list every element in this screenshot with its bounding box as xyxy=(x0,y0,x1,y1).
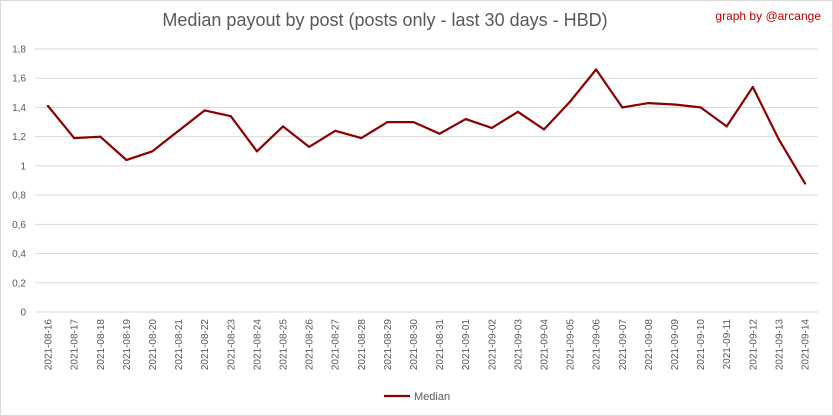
y-tick-label: 0,8 xyxy=(12,191,26,202)
data-point xyxy=(751,85,754,89)
x-tick-label: 2021-08-18 xyxy=(96,319,107,371)
x-tick-label: 2021-08-19 xyxy=(122,319,133,371)
data-point xyxy=(281,125,285,128)
x-tick-label: 2021-09-09 xyxy=(670,319,681,371)
y-tick-label: 1 xyxy=(20,161,26,172)
x-tick-label: 2021-08-31 xyxy=(435,319,446,371)
x-tick-label: 2021-09-02 xyxy=(487,319,498,371)
grid-lines xyxy=(35,48,818,313)
x-tick-label: 2021-09-14 xyxy=(800,319,811,371)
data-point xyxy=(542,128,546,131)
x-tick-label: 2021-08-16 xyxy=(44,319,55,371)
x-tick-label: 2021-09-10 xyxy=(696,319,707,371)
data-point xyxy=(621,106,624,109)
data-point xyxy=(412,120,415,124)
data-point xyxy=(203,109,206,112)
x-tick-label: 2021-09-06 xyxy=(592,319,603,371)
y-tick-label: 0,6 xyxy=(12,220,26,231)
data-point xyxy=(777,138,780,141)
x-tick-label: 2021-08-26 xyxy=(305,319,316,371)
x-tick-label: 2021-09-13 xyxy=(774,319,785,371)
data-point xyxy=(360,137,363,140)
x-tick-label: 2021-09-08 xyxy=(644,319,655,371)
x-tick-label: 2021-08-17 xyxy=(70,319,81,371)
y-tick-label: 1,4 xyxy=(12,103,26,114)
series-lines xyxy=(46,68,807,185)
data-point xyxy=(490,126,493,129)
x-tick-label: 2021-08-25 xyxy=(278,319,289,371)
x-tick-label: 2021-09-11 xyxy=(722,319,733,370)
x-tick-label: 2021-09-04 xyxy=(539,319,550,371)
x-tick-label: 2021-08-21 xyxy=(174,319,185,371)
data-point xyxy=(595,68,598,71)
x-tick-label: 2021-08-22 xyxy=(200,319,211,371)
data-point xyxy=(725,125,728,128)
data-point xyxy=(438,132,441,135)
x-tick-label: 2021-09-03 xyxy=(513,319,524,371)
x-tick-label: 2021-08-24 xyxy=(252,319,263,371)
data-point xyxy=(307,145,311,148)
data-point xyxy=(464,118,467,121)
chart-title: Median payout by post (posts only - last… xyxy=(162,10,608,30)
data-point xyxy=(673,103,676,106)
legend: Median xyxy=(384,391,450,403)
data-point xyxy=(334,129,337,132)
data-point xyxy=(151,150,154,153)
y-tick-label: 0,4 xyxy=(12,249,26,260)
y-tick-label: 1,2 xyxy=(12,132,26,143)
series-line-median xyxy=(46,68,807,185)
x-tick-label: 2021-08-30 xyxy=(409,319,420,371)
x-tick-label: 2021-09-05 xyxy=(566,319,577,371)
x-axis-ticks: 2021-08-16 2021-08-17 2021-08-18 2021-08-19… xyxy=(44,319,812,371)
chart-credit: graph by @arcange xyxy=(715,9,821,23)
x-tick-label: 2021-08-23 xyxy=(226,319,237,371)
data-point xyxy=(46,104,50,108)
data-point xyxy=(803,182,807,185)
data-point xyxy=(229,115,232,118)
x-tick-label: 2021-09-01 xyxy=(461,319,472,371)
x-tick-label: 2021-09-07 xyxy=(618,319,629,371)
y-tick-label: 1,8 xyxy=(12,45,26,56)
x-tick-label: 2021-08-29 xyxy=(383,319,394,371)
legend-label: Median xyxy=(414,391,450,403)
y-tick-label: 1,6 xyxy=(12,74,26,85)
data-point xyxy=(647,101,650,105)
y-tick-label: 0 xyxy=(20,308,26,319)
x-tick-label: 2021-08-27 xyxy=(331,319,342,371)
data-point xyxy=(99,135,102,138)
data-point xyxy=(177,129,180,132)
data-point xyxy=(699,106,702,109)
x-tick-label: 2021-09-12 xyxy=(748,319,759,371)
data-point xyxy=(73,137,76,140)
x-tick-label: 2021-08-28 xyxy=(357,319,368,371)
x-tick-label: 2021-08-20 xyxy=(148,319,159,371)
data-point xyxy=(255,150,258,153)
data-point xyxy=(516,110,519,113)
data-point xyxy=(568,100,572,103)
y-tick-label: 0,2 xyxy=(12,278,26,289)
data-point xyxy=(125,158,128,162)
data-point xyxy=(386,120,389,124)
y-axis-ticks: 0 0,2 0,4 0,6 0,8 1 1,2 1,4 1,6 1,8 xyxy=(12,45,26,319)
